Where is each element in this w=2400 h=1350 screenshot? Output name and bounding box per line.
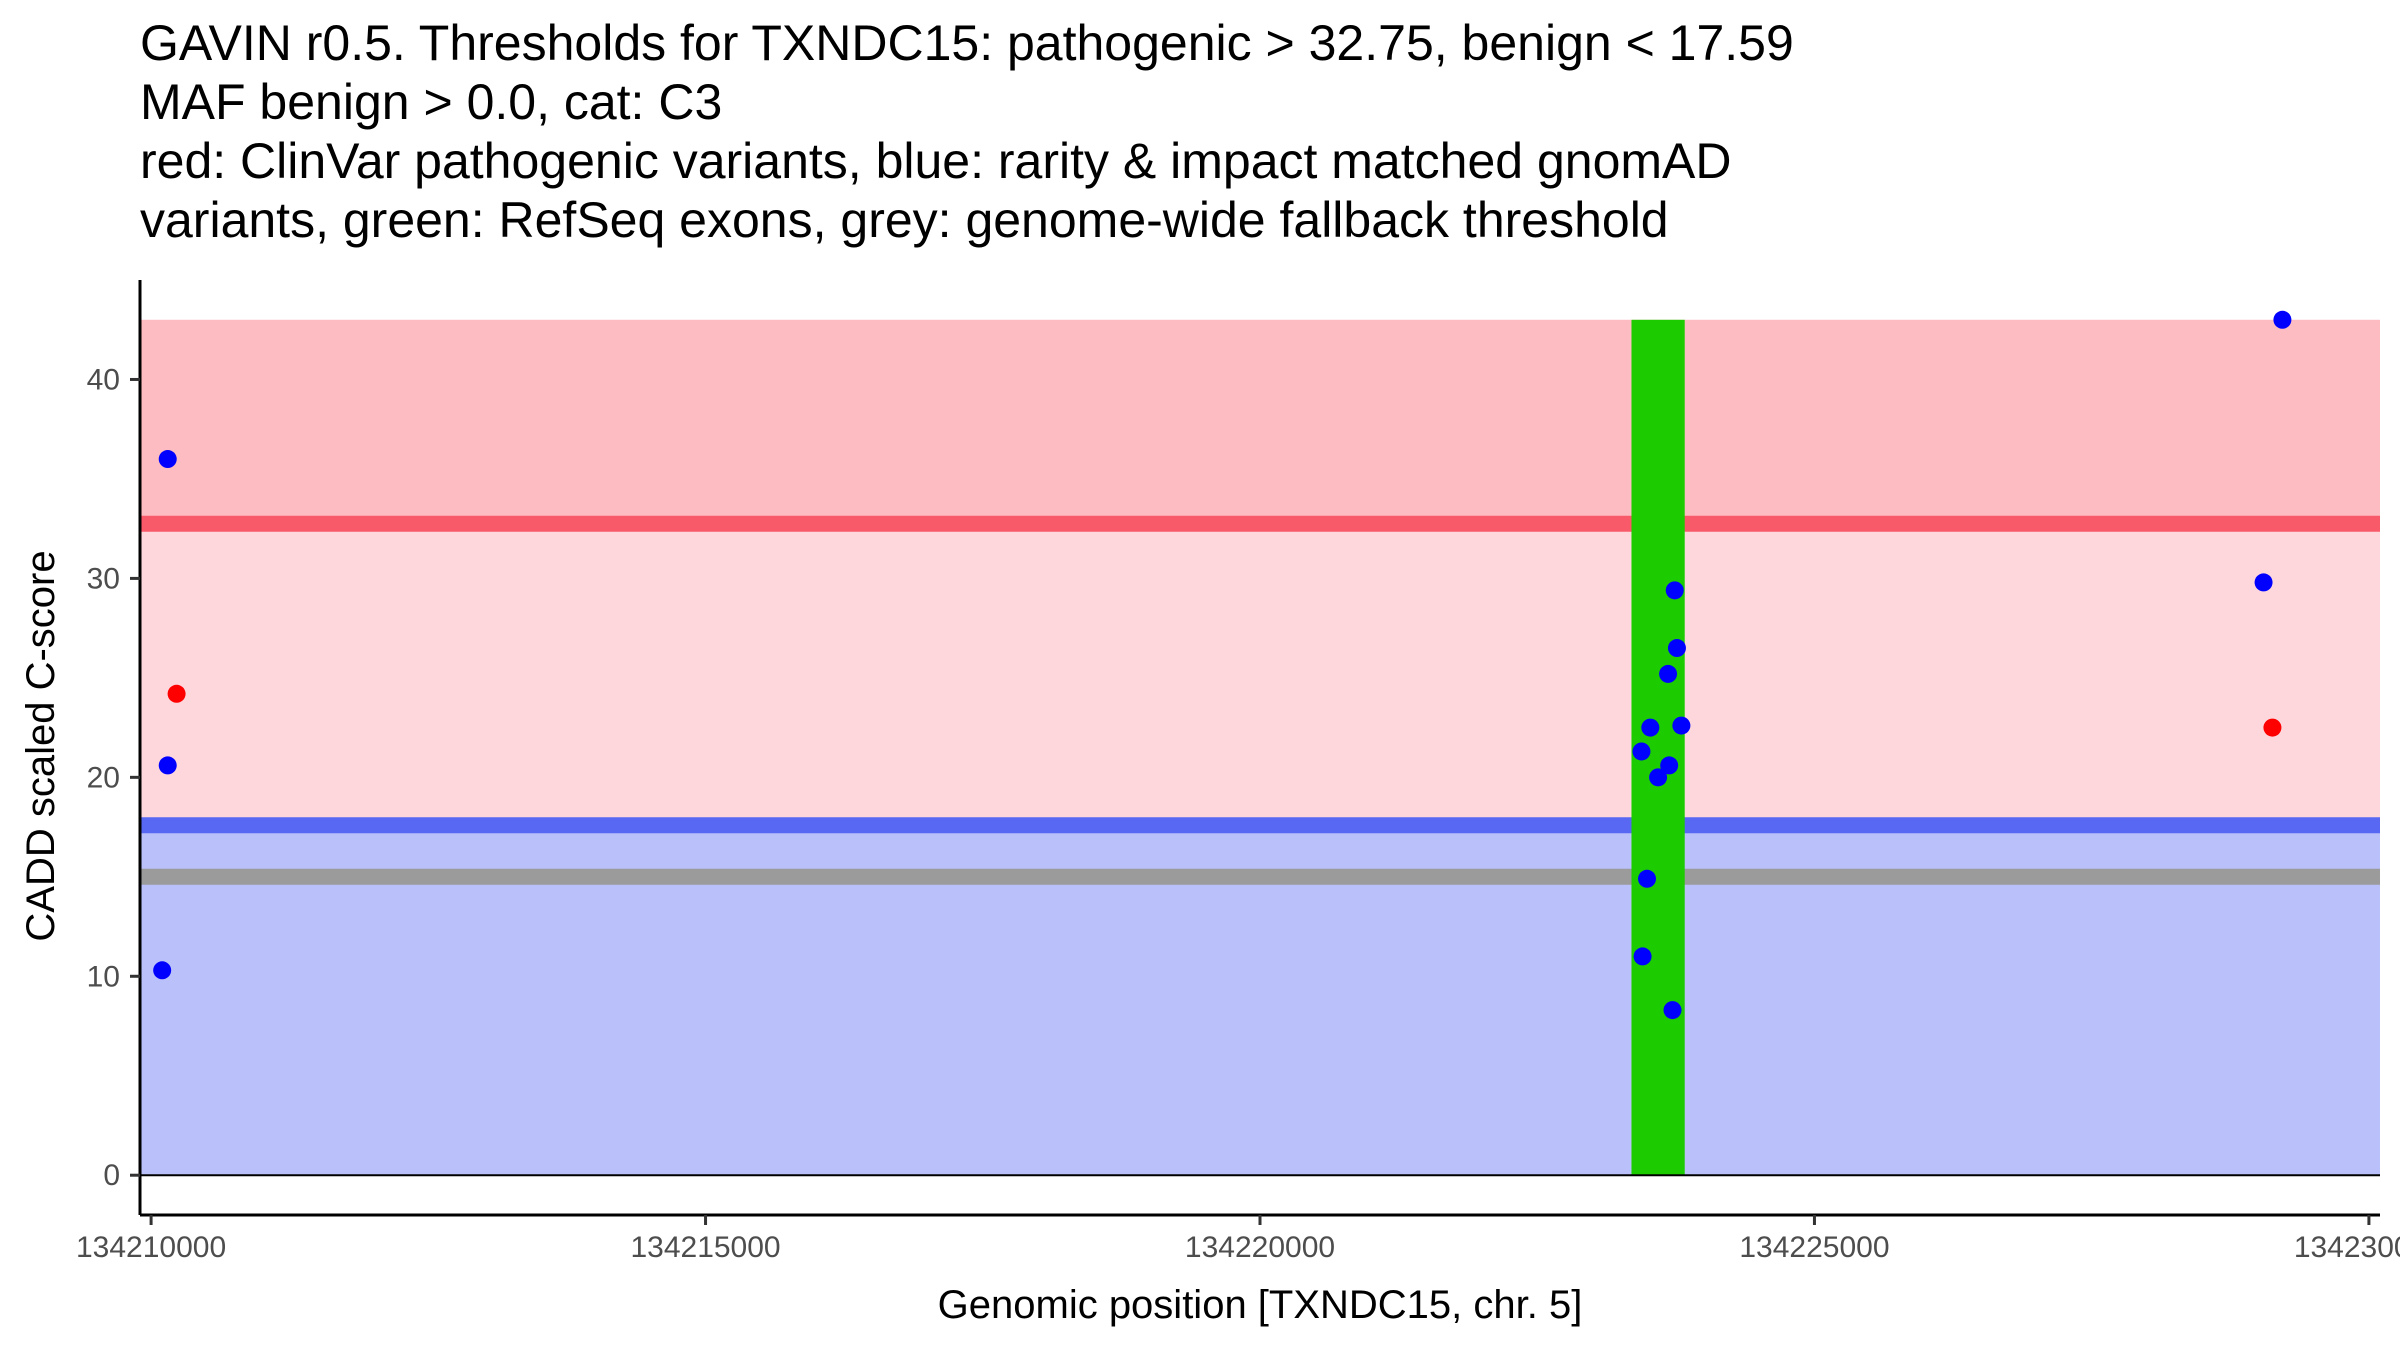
gnomad-point-14 bbox=[1663, 1001, 1682, 1020]
gnomad-point-11 bbox=[1649, 768, 1668, 787]
chart-title: GAVIN r0.5. Thresholds for TXNDC15: path… bbox=[140, 14, 2380, 250]
y-tick-label: 0 bbox=[103, 1159, 120, 1192]
threshold-lines bbox=[140, 515, 2380, 885]
x-axis-title: Genomic position [TXNDC15, chr. 5] bbox=[938, 1283, 1583, 1327]
tick-labels: 0 10 20 30 40 134210000 134215000 134220000 1342… bbox=[76, 363, 2400, 1264]
gnomad-point-3 bbox=[153, 961, 172, 980]
gnomad-point-6 bbox=[1659, 664, 1678, 683]
y-axis-title: CADD scaled C-score bbox=[19, 550, 63, 941]
title-line-3: red: ClinVar pathogenic variants, blue: … bbox=[140, 133, 1732, 189]
x-tick-label: 134230000 bbox=[2294, 1231, 2400, 1264]
x-tick-label: 134215000 bbox=[630, 1231, 780, 1264]
gnomad-point-1 bbox=[158, 450, 177, 469]
gnomad-point-8 bbox=[1667, 639, 1686, 658]
gnomad-point-10 bbox=[1660, 756, 1679, 775]
x-tick-label: 134220000 bbox=[1185, 1231, 1335, 1264]
title-line-2: MAF benign > 0.0, cat: C3 bbox=[140, 74, 723, 130]
region-pathogenic-zone bbox=[140, 319, 2380, 524]
gnomad-point-7 bbox=[1665, 581, 1684, 600]
title-line-4: variants, green: RefSeq exons, grey: gen… bbox=[140, 192, 1669, 248]
gnomad-point-9 bbox=[1672, 716, 1691, 735]
y-tick-label: 10 bbox=[87, 960, 120, 993]
y-tick-label: 30 bbox=[87, 562, 120, 595]
score-regions bbox=[140, 319, 2380, 1176]
gnomad-point-15 bbox=[2254, 573, 2273, 592]
gnomad-point-4 bbox=[1632, 742, 1651, 761]
title-line-1: GAVIN r0.5. Thresholds for TXNDC15: path… bbox=[140, 15, 1794, 71]
clinvar-point-2 bbox=[2263, 718, 2282, 737]
y-tick-label: 40 bbox=[87, 363, 120, 396]
y-tick-label: 20 bbox=[87, 761, 120, 794]
gnomad-point-2 bbox=[158, 756, 177, 775]
gnomad-point-5 bbox=[1641, 718, 1660, 737]
region-uncertain-zone bbox=[140, 523, 2380, 826]
gnomad-point-12 bbox=[1638, 869, 1657, 888]
clinvar-point-1 bbox=[167, 684, 186, 703]
variant-points bbox=[153, 310, 2292, 1020]
x-tick-label: 134225000 bbox=[1739, 1231, 1889, 1264]
x-tick-label: 134210000 bbox=[76, 1231, 226, 1264]
gnomad-point-16 bbox=[2273, 310, 2292, 329]
gnomad-point-13 bbox=[1633, 947, 1652, 966]
